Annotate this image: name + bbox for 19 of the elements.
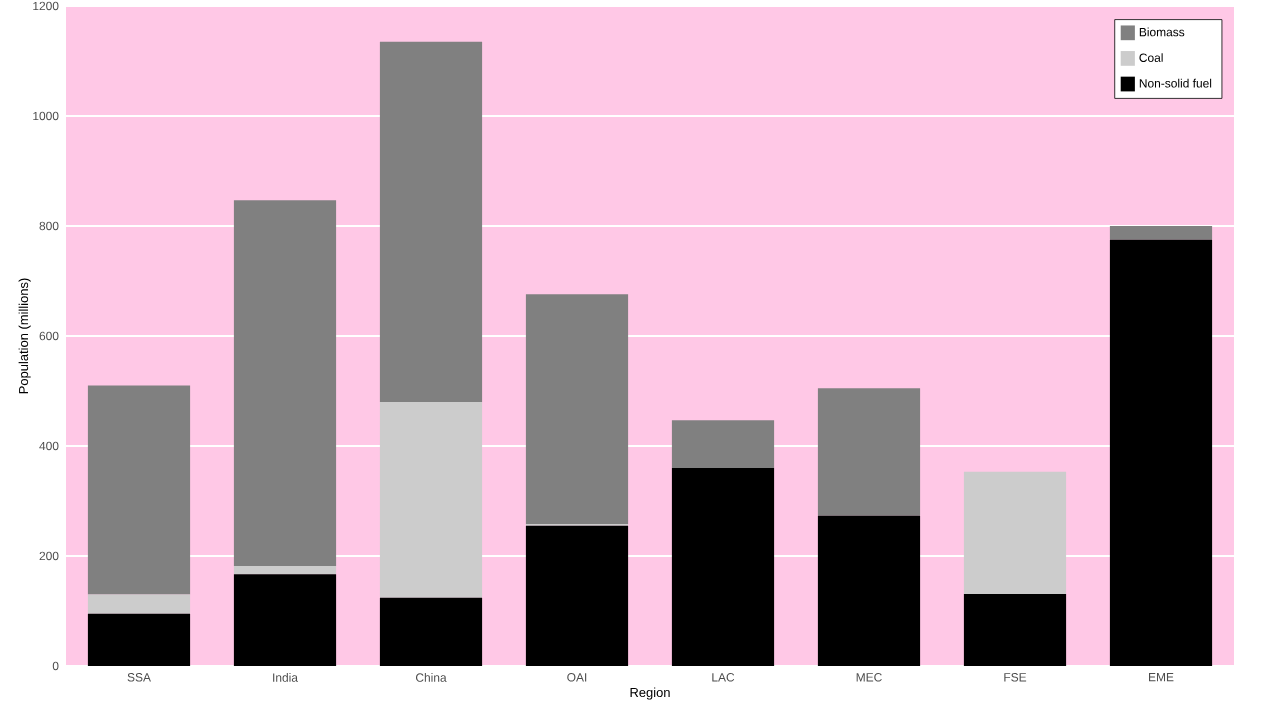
bar [87,385,191,595]
bar [671,468,775,666]
bar [817,515,921,666]
bar [87,594,191,614]
bar [233,200,337,566]
bar [1109,239,1213,666]
bar [963,471,1067,594]
bar [671,420,775,468]
bar [525,294,629,525]
bar [1109,226,1213,240]
bar [525,525,629,666]
bar [233,574,337,666]
bar [817,388,921,516]
bar [379,41,483,402]
bar [963,593,1067,666]
bar [87,613,191,666]
bar [233,565,337,575]
bar [379,597,483,666]
bar [379,402,483,598]
